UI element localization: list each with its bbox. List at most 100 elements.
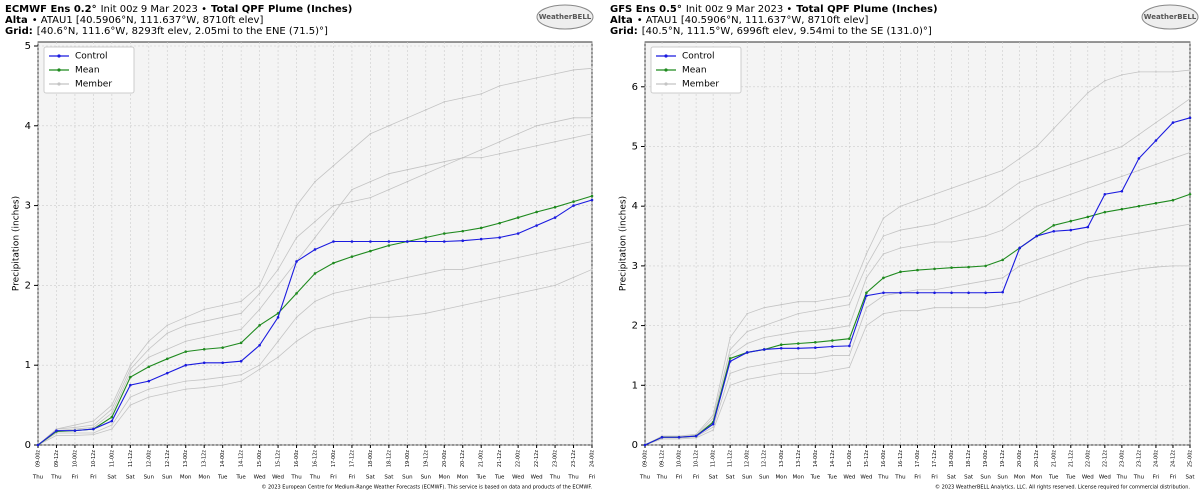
data-point xyxy=(498,260,501,263)
x-tick-label: 15-12z xyxy=(276,450,282,468)
data-point xyxy=(1069,109,1072,112)
weekday-label: Wed xyxy=(512,475,524,481)
data-point xyxy=(831,369,834,372)
data-point xyxy=(967,283,970,285)
data-point xyxy=(984,291,987,295)
data-point xyxy=(729,384,731,387)
data-point xyxy=(762,348,766,351)
data-point xyxy=(1171,121,1175,124)
data-point xyxy=(461,239,465,243)
data-point xyxy=(899,205,902,207)
data-point xyxy=(221,346,224,349)
data-point xyxy=(916,309,919,312)
header-text: [40.5°N, 111.5°W, 6996ft elev, 9.54mi to… xyxy=(642,26,932,37)
data-point xyxy=(221,384,224,386)
header-text: Alta xyxy=(5,15,28,26)
data-point xyxy=(797,312,800,315)
legend-dot xyxy=(664,68,668,72)
data-point xyxy=(332,292,335,295)
data-point xyxy=(1052,169,1055,172)
data-point xyxy=(1052,288,1055,291)
logo: WeatherBELL xyxy=(1144,13,1197,21)
data-point xyxy=(443,308,446,311)
data-point xyxy=(221,332,224,335)
data-point xyxy=(554,140,556,143)
y-tick-label: 6 xyxy=(632,82,638,93)
weekday-label: Fri xyxy=(1170,475,1177,481)
data-point xyxy=(92,424,95,426)
x-tick-label: 18-00z xyxy=(949,450,955,468)
data-point xyxy=(166,392,169,394)
data-point xyxy=(848,344,851,348)
data-point xyxy=(239,341,243,345)
data-point xyxy=(73,429,77,432)
data-point xyxy=(314,300,316,303)
weekday-label: Sun xyxy=(997,475,1008,481)
data-point xyxy=(442,232,446,235)
weekday-label: Tue xyxy=(1065,475,1076,481)
data-point xyxy=(916,291,919,295)
weekday-label: Thu xyxy=(894,475,905,481)
data-point xyxy=(553,216,557,219)
data-point xyxy=(865,294,868,298)
data-point xyxy=(498,152,501,155)
data-point xyxy=(1087,91,1089,94)
x-tick-label: 21-00z xyxy=(479,450,485,468)
legend-box xyxy=(43,46,135,94)
weekday-label: Mon xyxy=(1014,475,1026,481)
data-point xyxy=(763,324,766,327)
data-point xyxy=(221,304,224,307)
y-tick-label: 0 xyxy=(25,440,31,451)
logo-badge xyxy=(1141,4,1199,30)
data-point xyxy=(314,236,316,239)
header-text: • ATAU1 [40.5906°N, 111.637°W, 8710ft el… xyxy=(32,15,264,26)
header-text: GFS Ens 0.5° xyxy=(610,4,682,15)
x-tick-label: 25-00z xyxy=(1188,450,1194,468)
data-point xyxy=(572,204,575,207)
data-point xyxy=(780,303,783,306)
data-point xyxy=(1086,225,1090,229)
weekday-label: Thu xyxy=(290,475,301,481)
data-point xyxy=(406,180,409,183)
data-point xyxy=(1104,181,1106,184)
data-point xyxy=(184,340,187,343)
data-point xyxy=(148,388,150,390)
data-point xyxy=(1018,300,1021,303)
data-point xyxy=(517,292,519,295)
data-point xyxy=(1052,253,1055,255)
x-tick-label: 10-00z xyxy=(677,450,683,468)
data-point xyxy=(984,280,987,282)
x-tick-label: 13-00z xyxy=(779,450,785,468)
y-tick-label: 1 xyxy=(632,380,638,391)
x-tick-label: 09-12z xyxy=(660,450,666,468)
data-point xyxy=(425,272,427,275)
weekday-label: Mon xyxy=(180,475,192,481)
data-point xyxy=(728,360,732,363)
weekday-label: Fri xyxy=(693,475,700,481)
weekday-label: Thu xyxy=(32,475,43,481)
header-text: Grid: xyxy=(5,26,33,37)
data-point xyxy=(480,148,483,151)
data-point xyxy=(831,306,834,309)
data-point xyxy=(1035,145,1038,148)
data-point xyxy=(1188,116,1192,120)
data-point xyxy=(763,375,766,378)
data-point xyxy=(780,360,783,363)
data-point xyxy=(1069,228,1073,232)
data-point xyxy=(933,241,936,243)
y-tick-label: 0 xyxy=(632,440,638,451)
data-point xyxy=(1069,163,1072,166)
data-point xyxy=(711,422,715,426)
data-point xyxy=(202,361,206,365)
data-point xyxy=(1172,109,1174,112)
data-point xyxy=(387,244,391,247)
data-point xyxy=(984,306,987,309)
x-tick-label: 10-00z xyxy=(72,450,78,468)
data-point xyxy=(967,181,970,184)
data-point xyxy=(295,236,298,239)
data-point xyxy=(442,240,446,243)
x-tick-label: 23-00z xyxy=(1119,450,1125,468)
data-point xyxy=(239,359,243,363)
data-point xyxy=(780,333,783,336)
